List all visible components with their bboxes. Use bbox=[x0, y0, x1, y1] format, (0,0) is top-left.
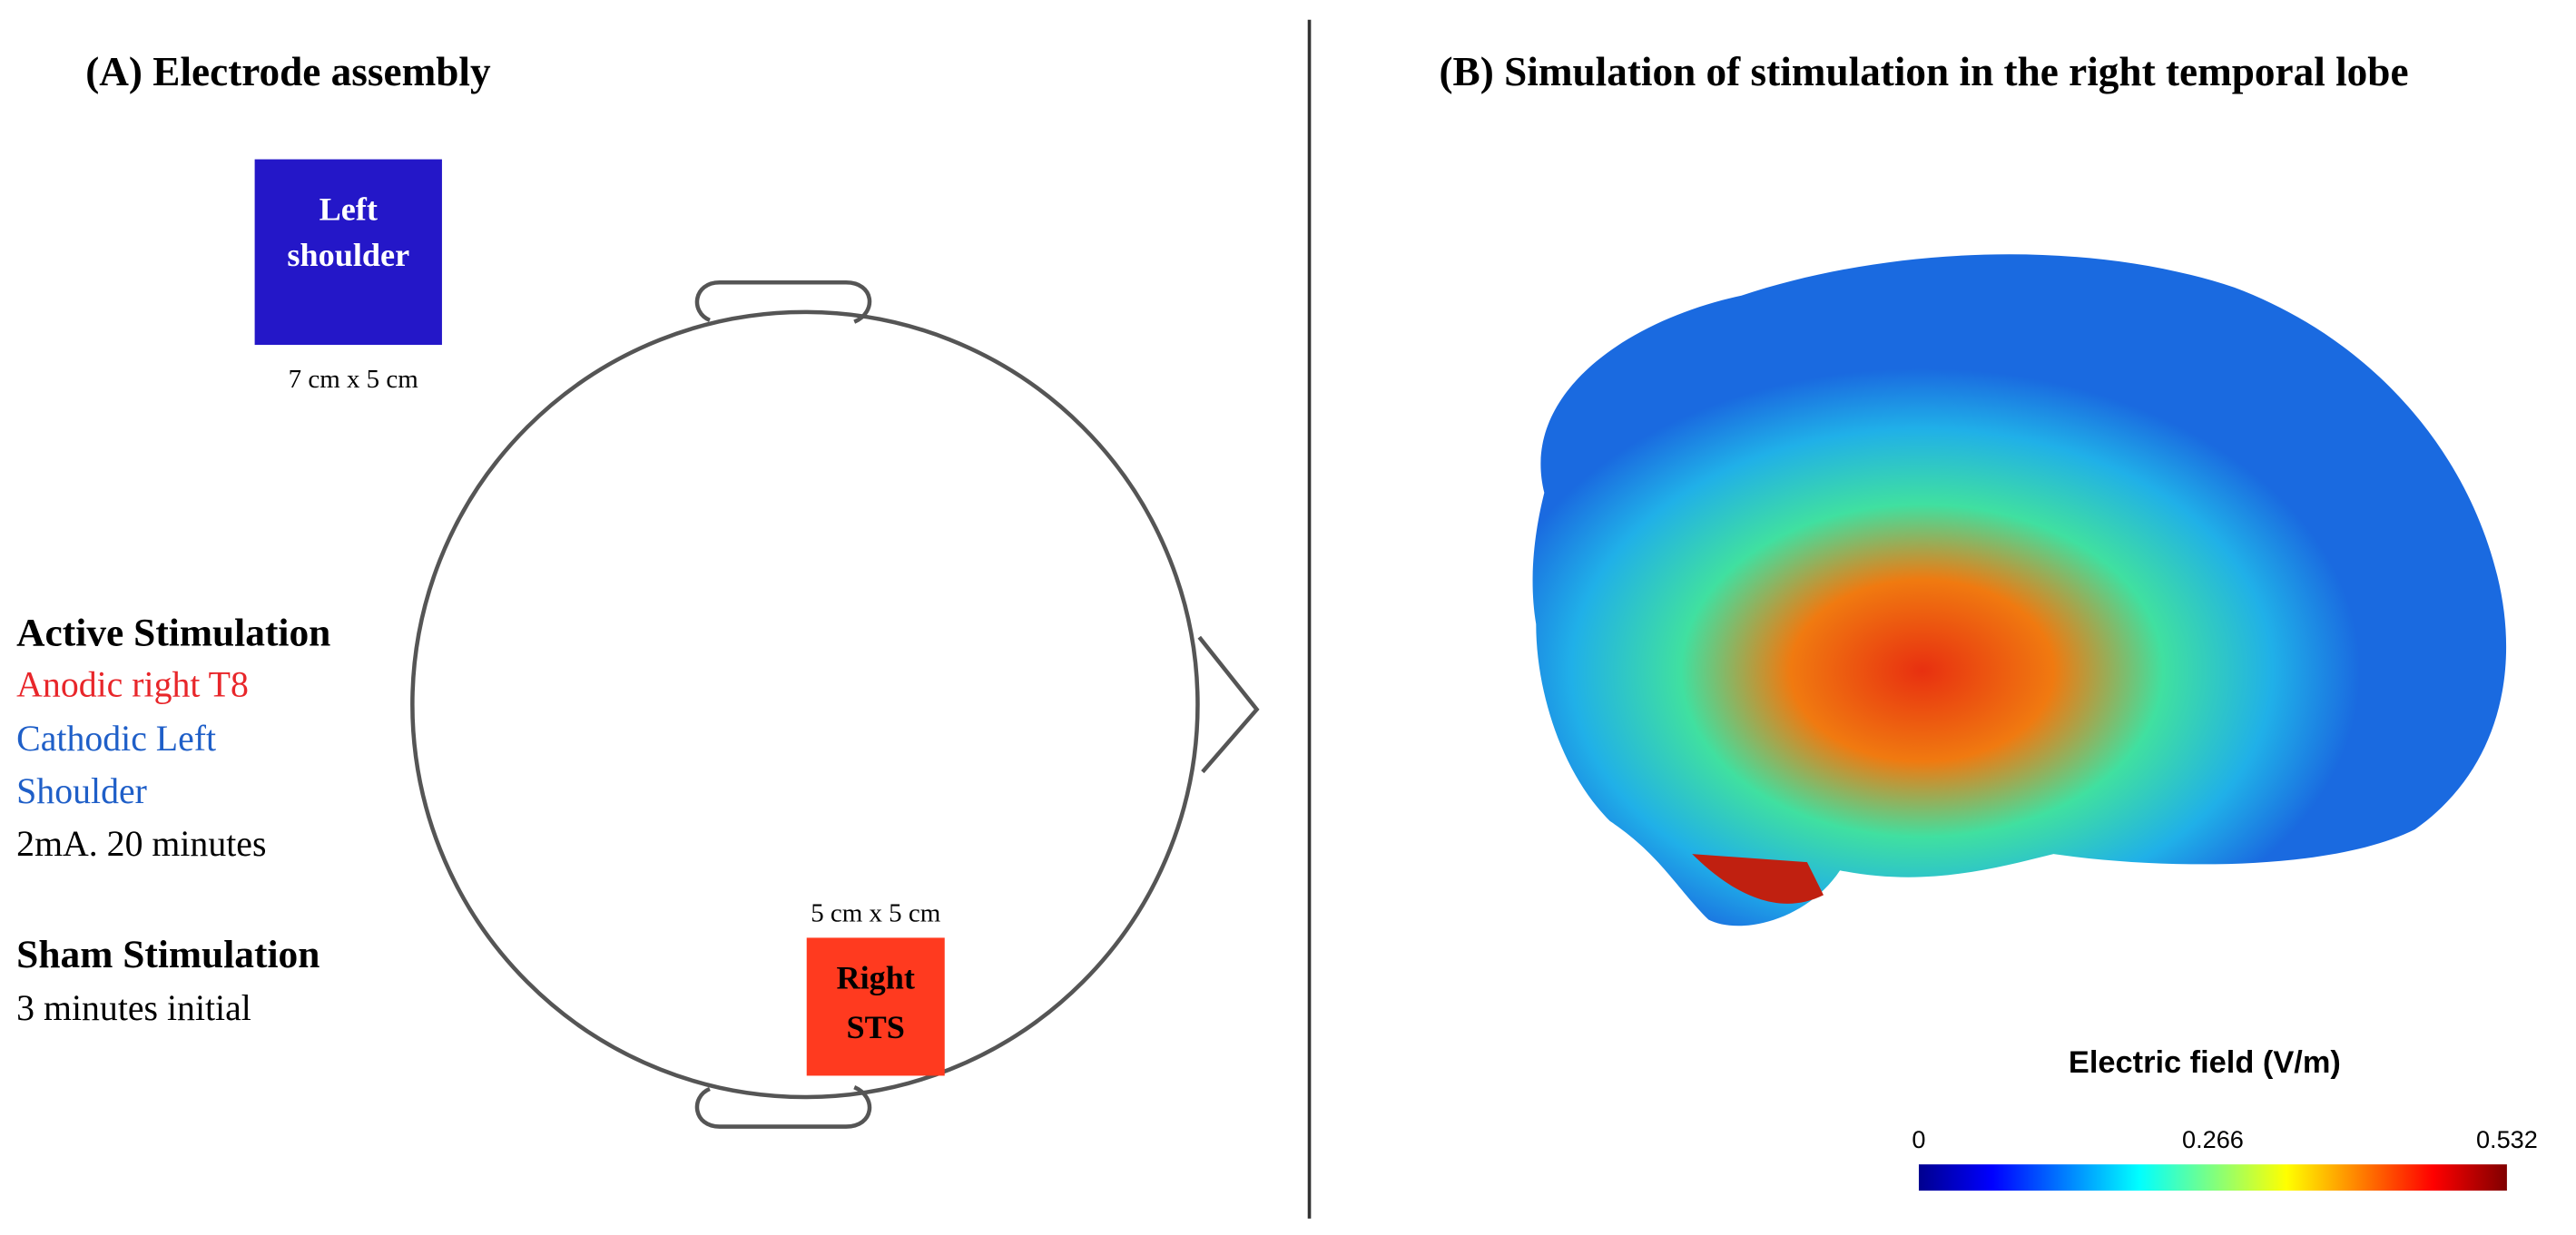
colorbar-title: Electric field (V/m) bbox=[2069, 1045, 2341, 1080]
panel-title: (A) Electrode assembly bbox=[85, 49, 491, 94]
active-line: 2mA. 20 minutes bbox=[16, 824, 266, 864]
active-line: Shoulder bbox=[16, 771, 147, 811]
active-line: Cathodic Left bbox=[16, 719, 216, 759]
electrode-left-shoulder bbox=[254, 159, 442, 346]
colorbar-tick-label: 0.266 bbox=[2182, 1125, 2244, 1153]
brain-image bbox=[1532, 254, 2507, 926]
electrode-size: 7 cm x 5 cm bbox=[289, 365, 419, 394]
sham-line: 3 minutes initial bbox=[16, 988, 251, 1028]
electrode-label: STS bbox=[847, 1009, 905, 1045]
electrode-label: Left bbox=[320, 191, 378, 228]
active-line: Anodic right T8 bbox=[16, 664, 249, 704]
electrode-size: 5 cm x 5 cm bbox=[811, 898, 941, 927]
head-outline bbox=[410, 280, 1260, 1129]
electrode-label: Right bbox=[836, 960, 914, 996]
colorbar bbox=[1918, 1164, 2507, 1191]
electrode-right-sts bbox=[806, 937, 945, 1076]
colorbar-tick-label: 0.532 bbox=[2476, 1125, 2538, 1153]
sham-heading: Sham Stimulation bbox=[16, 933, 320, 976]
active-heading: Active Stimulation bbox=[16, 611, 330, 654]
panel-title: (B) Simulation of stimulation in the rig… bbox=[1440, 49, 2409, 94]
electrode-label: shoulder bbox=[287, 237, 409, 273]
colorbar-tick-label: 0 bbox=[1912, 1125, 1925, 1153]
